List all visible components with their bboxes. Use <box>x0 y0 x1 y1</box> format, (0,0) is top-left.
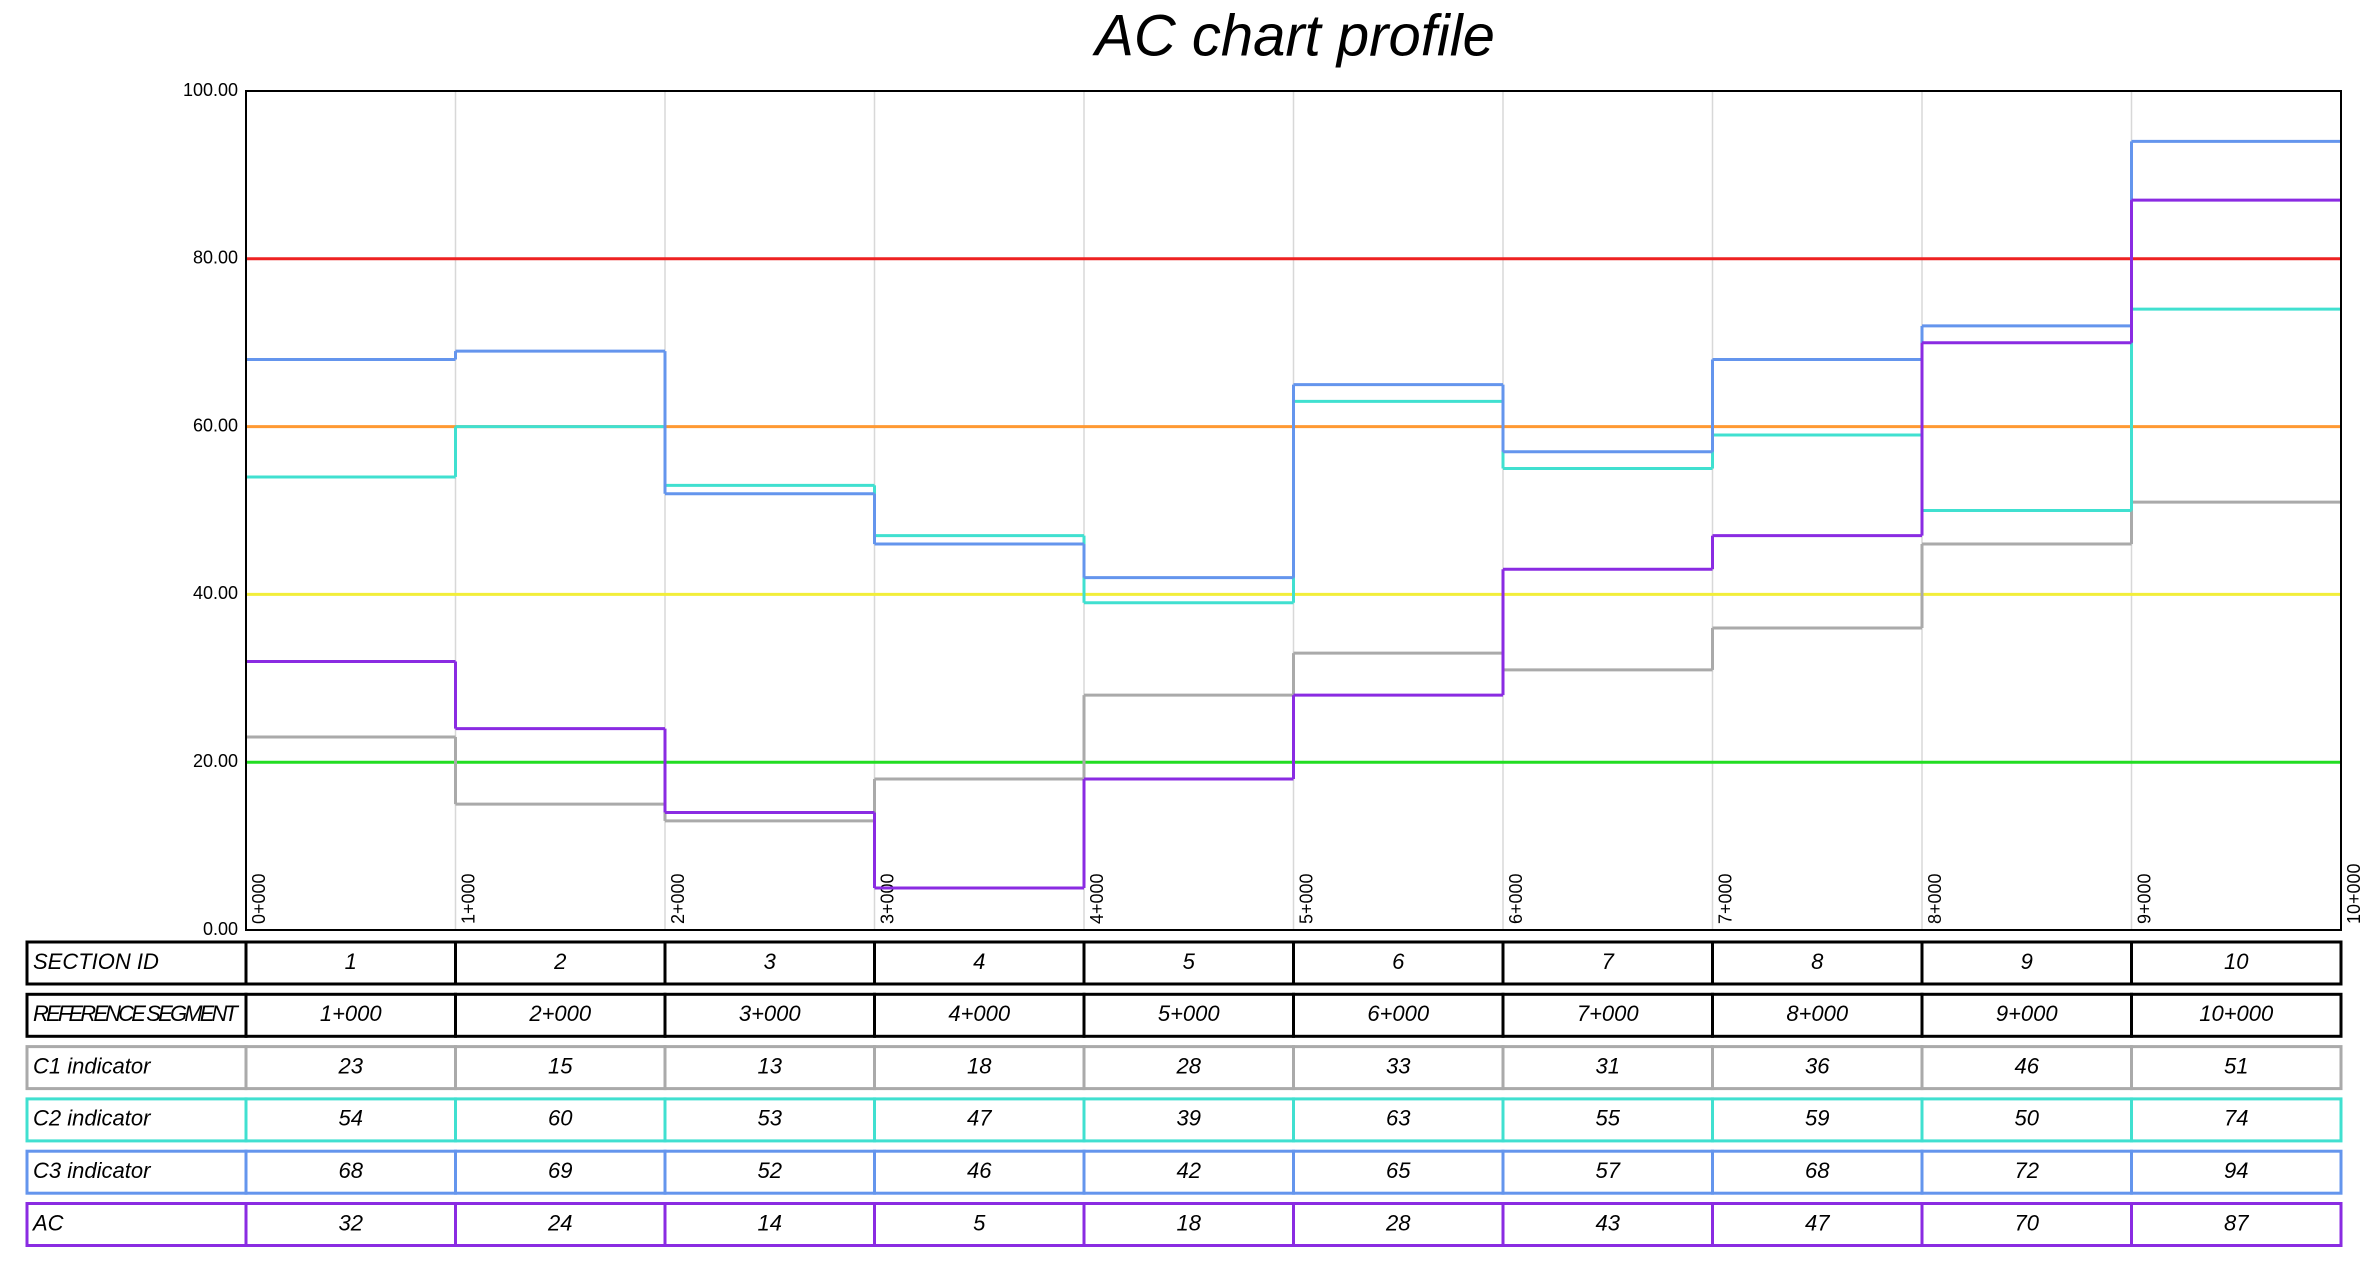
table-cell-text: 74 <box>2224 1106 2248 1131</box>
table-row-label: SECTION ID <box>33 949 159 974</box>
table-cell-text: 94 <box>2224 1158 2248 1183</box>
x-tick-label: 5+000 <box>1296 873 1316 924</box>
table-row-label: REFERENCE SEGMENT <box>33 1001 240 1026</box>
table-row-label: AC <box>31 1210 64 1235</box>
table-cell-text: 52 <box>758 1158 782 1183</box>
table-cell-text: 8 <box>1811 949 1824 974</box>
table-row-label: C3 indicator <box>33 1158 152 1183</box>
table-cell-text: 3 <box>764 949 777 974</box>
table-cell-text: 55 <box>1596 1106 1621 1131</box>
x-tick-label: 8+000 <box>1925 873 1945 924</box>
table-cell-text: 59 <box>1805 1106 1829 1131</box>
table-cell-text: 46 <box>967 1158 992 1183</box>
table-cell-text: 18 <box>1177 1210 1202 1235</box>
table-cell-text: 54 <box>339 1106 363 1131</box>
table-cell-text: 87 <box>2224 1210 2249 1235</box>
table-cell-text: 63 <box>1386 1106 1411 1131</box>
table-cell-text: 39 <box>1177 1106 1201 1131</box>
table-cell-text: 43 <box>1596 1210 1621 1235</box>
table-cell-text: 70 <box>2015 1210 2040 1235</box>
table-cell-text: 5 <box>973 1210 986 1235</box>
table-cell-text: 2+000 <box>528 1001 592 1026</box>
table-cell-text: 15 <box>548 1053 573 1078</box>
y-tick-label: 20.00 <box>193 751 238 771</box>
table-cell-text: 65 <box>1386 1158 1411 1183</box>
table-cell <box>2130 1149 2343 1195</box>
x-tick-label: 7+000 <box>1715 873 1735 924</box>
plot-frame <box>245 90 2342 931</box>
table-cell-text: 6 <box>1392 949 1405 974</box>
table-cell <box>2130 1202 2343 1247</box>
table-cell-text: 28 <box>1176 1053 1202 1078</box>
table-cell-text: 9+000 <box>1996 1001 2059 1026</box>
table-cell-text: 72 <box>2015 1158 2039 1183</box>
table-cell <box>2130 992 2343 1038</box>
table-cell-text: 7+000 <box>1577 1001 1640 1026</box>
table-cell-text: 8+000 <box>1786 1001 1849 1026</box>
table-cell-text: 68 <box>1805 1158 1830 1183</box>
x-tick-label: 6+000 <box>1506 873 1526 924</box>
table-cell <box>2130 1045 2343 1091</box>
table-cell-text: 23 <box>338 1053 364 1078</box>
table-cell-text: 1+000 <box>320 1001 383 1026</box>
table-cell-text: 18 <box>967 1053 992 1078</box>
x-tick-label: 9+000 <box>2134 873 2154 924</box>
table-cell-text: 47 <box>967 1106 992 1131</box>
table-row-label: C1 indicator <box>33 1053 152 1078</box>
y-tick-label: 40.00 <box>193 583 238 603</box>
x-tick-label: 2+000 <box>668 873 688 924</box>
table-cell-text: 13 <box>758 1053 783 1078</box>
table-cell-text: 3+000 <box>739 1001 802 1026</box>
table-cell-text: 10 <box>2224 949 2249 974</box>
table-cell-text: 32 <box>339 1210 363 1235</box>
table-cell-text: 33 <box>1386 1053 1411 1078</box>
table-cell-text: 14 <box>758 1210 782 1235</box>
table-cell-text: 10+000 <box>2199 1001 2274 1026</box>
table-cell-text: 4 <box>973 949 985 974</box>
table-cell-text: 9 <box>2021 949 2033 974</box>
table-cell <box>2130 940 2343 986</box>
table-cell-text: 28 <box>1385 1210 1411 1235</box>
table-cell-text: 5 <box>1183 949 1196 974</box>
y-tick-label: 80.00 <box>193 248 238 268</box>
x-tick-label: 3+000 <box>877 873 897 924</box>
x-tick-label: 0+000 <box>249 873 269 924</box>
table-cell-text: 5+000 <box>1158 1001 1221 1026</box>
table-cell-text: 68 <box>339 1158 364 1183</box>
table-cell-text: 47 <box>1805 1210 1830 1235</box>
x-tick-label: 4+000 <box>1087 873 1107 924</box>
y-tick-label: 60.00 <box>193 415 238 435</box>
x-tick-label: 10+000 <box>2344 863 2364 924</box>
table-cell-text: 31 <box>1596 1053 1620 1078</box>
table-cell-text: 51 <box>2224 1053 2248 1078</box>
table-cell-text: 6+000 <box>1367 1001 1430 1026</box>
table-cell <box>2130 1097 2343 1143</box>
table-cell-text: 46 <box>2015 1053 2040 1078</box>
table-cell-text: 24 <box>547 1210 572 1235</box>
y-tick-label: 100.00 <box>183 80 238 100</box>
table-cell-text: 60 <box>548 1106 573 1131</box>
table-cell-text: 7 <box>1602 949 1615 974</box>
table-cell-text: 1 <box>345 949 357 974</box>
table-cell-text: 53 <box>758 1106 783 1131</box>
table-cell-text: 69 <box>548 1158 572 1183</box>
table-cell-text: 4+000 <box>948 1001 1011 1026</box>
table-cell-text: 50 <box>2015 1106 2040 1131</box>
table-cell-text: 2 <box>553 949 566 974</box>
x-tick-label: 1+000 <box>458 873 478 924</box>
table-cell-text: 57 <box>1596 1158 1621 1183</box>
table-cell-text: 42 <box>1177 1158 1201 1183</box>
table-row-label: C2 indicator <box>33 1106 152 1131</box>
chart-title: AC chart profile <box>1092 3 1495 68</box>
y-tick-label: 0.00 <box>203 919 238 939</box>
table-cell-text: 36 <box>1805 1053 1830 1078</box>
